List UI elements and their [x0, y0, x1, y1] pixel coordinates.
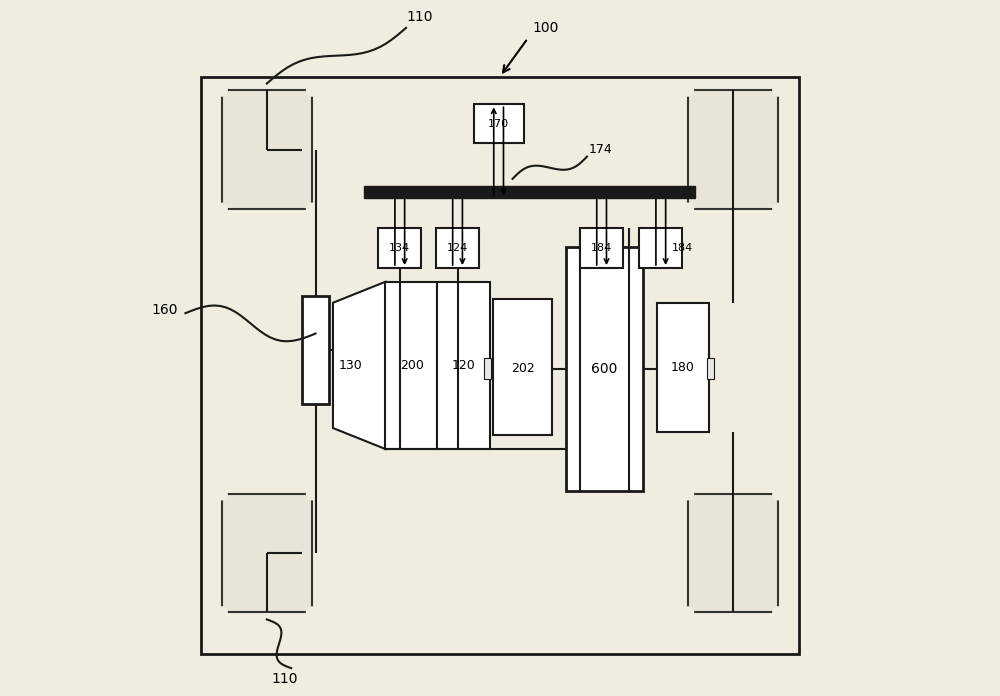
Text: 184: 184 — [591, 243, 612, 253]
Text: 124: 124 — [447, 243, 468, 253]
Circle shape — [307, 489, 318, 500]
Circle shape — [682, 489, 693, 500]
Bar — [378, 228, 421, 268]
Bar — [493, 299, 552, 435]
Text: 600: 600 — [591, 362, 618, 376]
Text: 170: 170 — [488, 119, 509, 129]
Text: 180: 180 — [671, 361, 695, 374]
Bar — [580, 228, 623, 268]
Bar — [688, 494, 778, 612]
Bar — [474, 104, 524, 143]
Circle shape — [307, 607, 318, 618]
Bar — [302, 296, 329, 404]
Text: 130: 130 — [338, 359, 362, 372]
Bar — [657, 303, 709, 432]
Circle shape — [682, 203, 693, 214]
Text: 100: 100 — [532, 21, 558, 35]
Text: 110: 110 — [407, 10, 433, 24]
Circle shape — [682, 607, 693, 618]
Circle shape — [307, 85, 318, 96]
Text: 160: 160 — [151, 303, 178, 317]
Circle shape — [216, 489, 227, 500]
Circle shape — [773, 85, 784, 96]
Polygon shape — [333, 282, 385, 449]
Bar — [639, 228, 682, 268]
Bar — [437, 282, 490, 449]
Text: 120: 120 — [452, 359, 476, 372]
Text: 174: 174 — [589, 143, 613, 156]
Circle shape — [216, 607, 227, 618]
Bar — [222, 494, 312, 612]
Bar — [566, 247, 643, 491]
Circle shape — [773, 203, 784, 214]
Text: 184: 184 — [672, 243, 693, 253]
Bar — [436, 228, 479, 268]
Circle shape — [773, 489, 784, 500]
Bar — [222, 90, 312, 209]
Bar — [385, 282, 437, 449]
Text: 110: 110 — [271, 672, 297, 686]
Text: 202: 202 — [511, 363, 535, 375]
Bar — [201, 77, 799, 654]
Circle shape — [682, 85, 693, 96]
Bar — [484, 358, 491, 379]
Bar — [364, 186, 695, 198]
Bar — [688, 90, 778, 209]
Circle shape — [216, 203, 227, 214]
Bar — [707, 358, 714, 379]
Circle shape — [216, 85, 227, 96]
Circle shape — [773, 607, 784, 618]
Text: 200: 200 — [400, 359, 424, 372]
Circle shape — [307, 203, 318, 214]
Text: 134: 134 — [389, 243, 410, 253]
